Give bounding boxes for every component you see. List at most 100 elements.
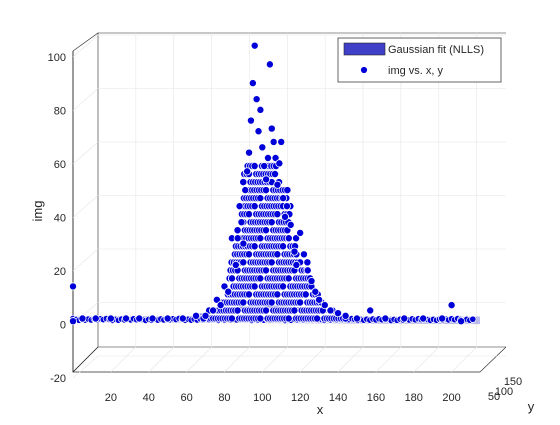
data-point [307,277,316,286]
data-point [252,95,261,104]
data-point [277,137,286,146]
data-point [301,290,310,299]
tick-labels: -20 0 20 40 60 80 100 20 40 60 80 100 120 140 160 180 20… [48,52,523,404]
data-point [281,212,290,221]
data-point [256,274,265,283]
data-point [271,153,280,162]
data-point [273,180,282,189]
x-tick-label: 100 [253,392,271,404]
data-point [282,202,291,211]
data-point [275,159,284,168]
y-tick-label: 50 [488,391,500,403]
data-point [438,314,447,323]
data-point [469,315,477,323]
x-gridline-floor [299,346,326,373]
data-point [122,314,131,323]
data-point [283,186,292,195]
data-point [267,258,276,267]
data-point [292,260,301,269]
data-point [244,290,253,299]
data-point [224,287,233,296]
legend-surface-swatch [343,42,386,56]
data-point [243,167,252,176]
x-gridline-floor [224,346,250,373]
z-gridline-side [72,248,99,272]
data-point [267,124,276,133]
data-point [334,309,343,318]
data-point [254,127,263,136]
z-tick-label: -20 [50,373,66,385]
data-point [216,301,225,310]
z-tick-label: 40 [54,213,66,225]
data-point [201,311,210,320]
x-gridline-floor [262,346,288,373]
data-point [311,287,320,296]
data-point [260,162,269,171]
data-point [296,228,305,237]
data-point [192,311,201,320]
data-point [239,258,248,267]
x-gridline-floor [110,346,137,373]
data-point [400,314,409,323]
data-point [256,105,265,114]
data-point [457,317,466,326]
z-gridline-side [72,34,99,58]
data-point [262,266,270,275]
data-point [231,260,240,269]
data-point [233,234,242,243]
data-point [315,295,324,304]
data-point [419,314,428,323]
z-gridline-side [72,88,99,111]
data-point [273,250,282,259]
data-point [91,314,100,323]
z-gridline-side [72,195,99,218]
legend-marker-data [360,66,368,74]
z-tick-label: 60 [54,159,66,171]
data-point [246,116,255,125]
y-tick-label: 150 [504,376,522,388]
z-tick-label: 0 [60,320,66,332]
data-point [273,290,282,299]
x-tick-label: 80 [218,392,230,404]
data-point [239,298,248,307]
data-point [352,314,361,323]
data-point [326,306,335,315]
x-gridline-floor [451,346,477,373]
x-gridline-floor [148,346,174,373]
floor-left-edge [72,346,99,373]
data-point [381,314,390,323]
z-axis-label: img [30,201,45,222]
x-tick-label: 20 [105,392,117,404]
data-point [273,210,282,219]
x-tick-label: 120 [291,392,309,404]
legend-label-fit: Gaussian fit (NLLS) [388,44,484,56]
y-axis-line [479,346,507,373]
x-gridline-floor [337,346,364,373]
x-tick-label: 160 [367,392,385,404]
data-point [239,178,248,187]
data-point [256,314,265,323]
data-point [244,210,253,219]
data-point [262,175,271,184]
data-point [284,274,293,283]
data-point [233,226,242,235]
data-point [250,41,259,50]
z-tick-label: 80 [54,106,66,118]
x-tick-label: 60 [180,392,192,404]
data-point [250,162,259,170]
data-point [296,298,305,307]
data-point [303,258,312,267]
z-tick-label: 20 [54,266,66,278]
data-point [267,218,276,227]
data-point [256,234,265,243]
data-point [250,242,259,251]
data-point [290,306,299,315]
data-point [106,314,115,323]
data-point [78,314,87,323]
data-point [299,250,308,259]
x-tick-label: 40 [143,392,155,404]
data-point [235,202,244,211]
data-point [250,282,259,291]
data-point [148,314,157,323]
